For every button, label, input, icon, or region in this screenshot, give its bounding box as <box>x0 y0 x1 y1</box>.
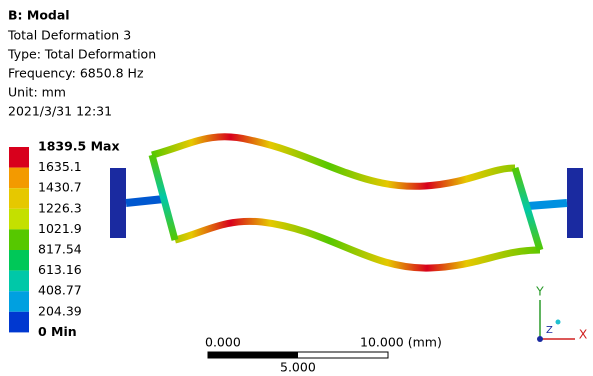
info-line: Type: Total Deformation <box>7 47 156 62</box>
info-line: Frequency: 6850.8 Hz <box>8 66 144 81</box>
x-label: X <box>579 327 588 342</box>
screen: B: Modal Total Deformation 3 Type: Total … <box>0 0 593 376</box>
legend-swatch <box>9 312 29 333</box>
legend-swatch <box>9 291 29 312</box>
legend-label: 204.39 <box>38 303 82 318</box>
model <box>110 137 583 268</box>
info-line: Unit: mm <box>8 85 66 100</box>
legend-label: 1839.5 Max <box>38 139 120 154</box>
info-line: 2021/3/31 12:31 <box>8 104 112 119</box>
top-beam <box>152 137 515 187</box>
right-stub <box>528 203 567 206</box>
right-support <box>567 168 583 238</box>
left-support <box>110 168 126 238</box>
triad: Y X Z <box>535 284 588 343</box>
legend-swatch <box>9 147 29 168</box>
legend-label: 817.54 <box>38 242 82 257</box>
left-stub <box>126 199 164 203</box>
legend-swatch <box>9 168 29 189</box>
info-line: Total Deformation 3 <box>7 28 131 43</box>
triad-ball <box>556 320 561 325</box>
y-label: Y <box>535 284 544 299</box>
scale-bar: 0.000 10.000 (mm) 5.000 <box>205 335 442 375</box>
scale-left: 0.000 <box>205 335 241 350</box>
legend-label: 408.77 <box>38 283 82 298</box>
title: B: Modal <box>8 8 70 23</box>
legend-swatch <box>9 250 29 271</box>
legend-swatch <box>9 229 29 250</box>
bottom-beam <box>175 221 540 268</box>
legend-swatch <box>9 271 29 292</box>
legend-swatch <box>9 188 29 209</box>
legend-swatch <box>9 209 29 230</box>
legend-label: 613.16 <box>38 262 82 277</box>
scale-middle: 5.000 <box>280 360 316 375</box>
legend-label: 0 Min <box>38 324 77 339</box>
scale-right: 10.000 (mm) <box>360 335 442 350</box>
z-label: Z <box>546 325 553 336</box>
legend-label: 1021.9 <box>38 221 82 236</box>
legend-label: 1226.3 <box>38 200 82 215</box>
origin <box>537 336 543 342</box>
legend-label: 1430.7 <box>38 180 82 195</box>
legend-label: 1635.1 <box>38 159 82 174</box>
scale-fill <box>208 352 298 358</box>
